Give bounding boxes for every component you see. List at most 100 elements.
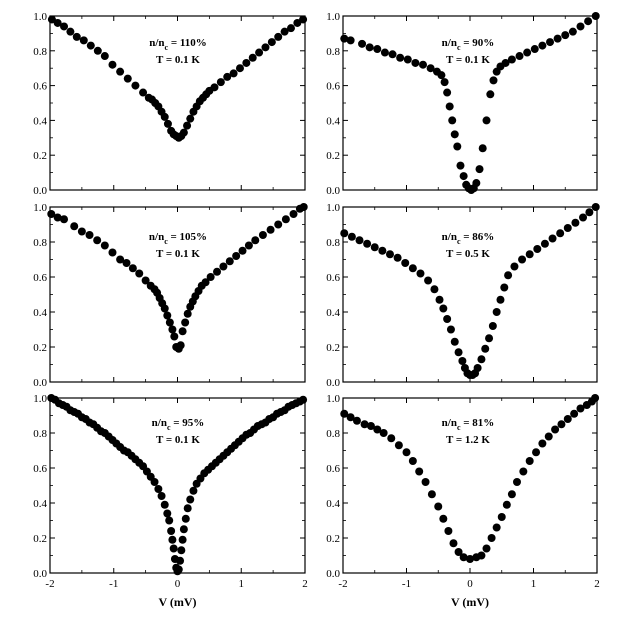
data-point <box>525 250 534 259</box>
data-point <box>280 27 289 36</box>
data-point <box>424 276 433 285</box>
data-point <box>504 271 513 280</box>
y-tick-label: 0.6 <box>33 272 47 284</box>
data-point <box>373 45 382 54</box>
panel-5: 0.0 0.2 0.4 0.6 0.8 1.0 -2 -1 0 1 2 V (mV) n/nc = 95… <box>33 393 308 609</box>
data-point <box>538 41 547 50</box>
y-tick-label: 0.8 <box>33 46 47 58</box>
y-tick-label: 0.8 <box>326 237 340 249</box>
data-point <box>530 45 539 54</box>
panel-1: 0.0 0.2 0.4 0.6 0.8 1.0 n/nc = 110% T = 0.1 K <box>33 11 308 197</box>
data-point <box>496 295 505 304</box>
data-point <box>141 276 150 285</box>
panel-3: 0.0 0.2 0.4 0.6 0.8 1.0 n/nc = 105% T = 0.1 K <box>33 202 308 389</box>
x-tick-label: -2 <box>45 578 54 590</box>
data-point <box>489 76 498 85</box>
data-point <box>340 229 349 238</box>
y-tick-label: 0.8 <box>33 237 47 249</box>
data-point <box>108 60 117 69</box>
y-tick-label: 0.4 <box>326 307 340 319</box>
panel-6: 0.0 0.2 0.4 0.6 0.8 1.0 -2 -1 0 1 2 V (mV) n/nc = 81… <box>326 393 600 609</box>
data-point <box>507 55 516 64</box>
data-point <box>183 121 192 130</box>
x-tick-label: 1 <box>239 578 245 590</box>
data-point <box>507 490 516 499</box>
data-point <box>515 52 524 61</box>
y-tick-label: 0.6 <box>326 463 340 475</box>
data-point <box>453 142 462 151</box>
data-point <box>160 112 169 121</box>
data-point <box>437 71 446 80</box>
data-point <box>485 334 494 343</box>
data-point <box>388 50 397 59</box>
data-point <box>183 309 192 318</box>
data-point <box>546 38 555 47</box>
data-point <box>548 234 557 243</box>
data-point <box>258 231 267 239</box>
data-point <box>419 60 428 69</box>
data-point <box>108 248 117 257</box>
data-point <box>408 264 417 273</box>
data-point <box>492 523 501 532</box>
data-point <box>340 409 349 418</box>
data-point <box>223 72 232 81</box>
data-point <box>426 64 435 73</box>
data-point <box>355 236 364 245</box>
y-tick-label: 1.0 <box>326 393 340 405</box>
y-tick-label: 0.2 <box>33 150 47 162</box>
data-point <box>289 210 298 218</box>
data-point <box>72 32 81 41</box>
data-point <box>408 457 417 465</box>
data-point <box>213 267 222 276</box>
data-point <box>568 27 577 36</box>
data-point <box>160 500 169 509</box>
x-tick-label: -1 <box>109 578 118 590</box>
data-point <box>482 544 491 553</box>
data-point <box>378 246 387 255</box>
y-tick-label: 1.0 <box>33 393 47 405</box>
data-point <box>502 500 511 509</box>
data-point <box>544 432 553 441</box>
y-tick-label: 0.4 <box>326 498 340 510</box>
data-point <box>421 478 430 486</box>
data-point <box>570 409 579 418</box>
data-point <box>556 229 565 238</box>
y-tick-label: 0.6 <box>33 81 47 93</box>
data-point <box>579 213 588 222</box>
data-point <box>293 18 302 27</box>
x-tick-label: 0 <box>467 578 473 590</box>
data-point <box>540 239 549 248</box>
data-point <box>219 262 228 271</box>
x-tick-label: 1 <box>531 578 537 590</box>
data-point <box>281 215 290 224</box>
data-point <box>255 48 264 57</box>
data-point <box>299 15 308 24</box>
data-point <box>571 218 580 227</box>
data-point <box>363 239 372 248</box>
data-point <box>435 295 444 304</box>
data-point <box>186 495 195 504</box>
y-tick-label: 0.6 <box>326 272 340 284</box>
data-point <box>449 539 458 548</box>
data-point <box>157 492 166 500</box>
data-point <box>85 231 94 239</box>
x-axis-label: V (mV) <box>158 595 196 609</box>
data-point <box>206 273 215 281</box>
data-point <box>60 22 69 31</box>
data-point <box>77 227 86 236</box>
data-point <box>179 128 188 137</box>
y-tick-label: 0.6 <box>33 463 47 475</box>
data-point <box>585 208 594 217</box>
x-tick-label: 2 <box>302 578 308 590</box>
data-point <box>557 420 566 429</box>
data-point <box>385 250 394 259</box>
temperature-label: T = 0.1 K <box>156 54 200 66</box>
data-point <box>427 490 436 499</box>
data-point <box>160 304 169 313</box>
data-point <box>340 34 349 43</box>
y-tick-label: 0.2 <box>33 533 47 545</box>
data-point <box>518 255 527 264</box>
temperature-label: T = 0.1 K <box>156 434 200 446</box>
data-point <box>403 55 412 64</box>
data-point <box>448 116 457 125</box>
